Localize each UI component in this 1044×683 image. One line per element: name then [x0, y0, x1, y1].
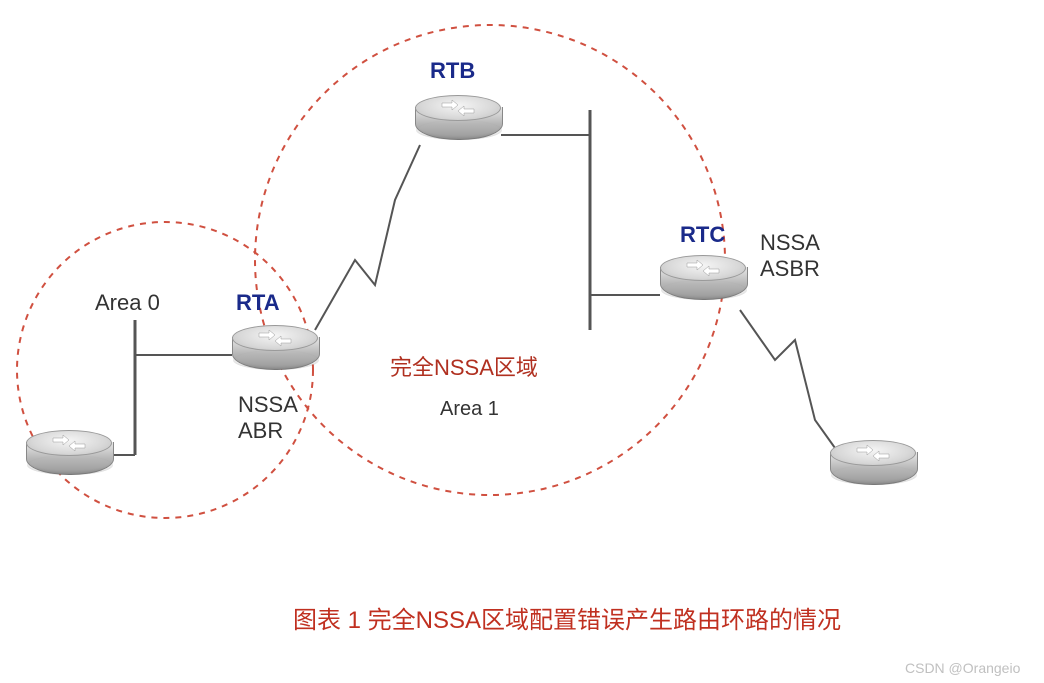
router-arrows-icon [255, 329, 295, 347]
area1-label: Area 1 [440, 398, 499, 421]
router-rta [232, 325, 318, 381]
figure-caption: 图表 1 完全NSSA区域配置错误产生路由环路的情况 [293, 600, 841, 635]
rtc-role-line2: ASBR [760, 256, 820, 281]
router-arrows-icon [49, 434, 89, 452]
router-bottom-left [26, 430, 112, 486]
router-bottom-right [830, 440, 916, 496]
link-rtc-br [740, 310, 840, 455]
watermark-text: CSDN @Orangeio [905, 660, 1020, 676]
router-arrows-icon [683, 259, 723, 277]
rta-name-label: RTA [236, 290, 280, 316]
rtc-name-label: RTC [680, 222, 725, 248]
router-rtc [660, 255, 746, 311]
rtb-name-label: RTB [430, 58, 475, 84]
area1-zone-label: 完全NSSA区域 [390, 350, 538, 382]
area0-label: Area 0 [95, 290, 160, 316]
link-rta-rtb [315, 145, 420, 330]
router-arrows-icon [853, 444, 893, 462]
rta-role-line1: NSSA [238, 392, 298, 417]
router-arrows-icon [438, 99, 478, 117]
rta-role-line2: ABR [238, 418, 283, 443]
router-rtb [415, 95, 501, 151]
diagram-stage: RTA RTB RTC NSSA ABR NSSA ASBR Area 0 完全… [0, 0, 1044, 683]
rtc-role-line1: NSSA [760, 230, 820, 255]
diagram-svg [0, 0, 1044, 683]
